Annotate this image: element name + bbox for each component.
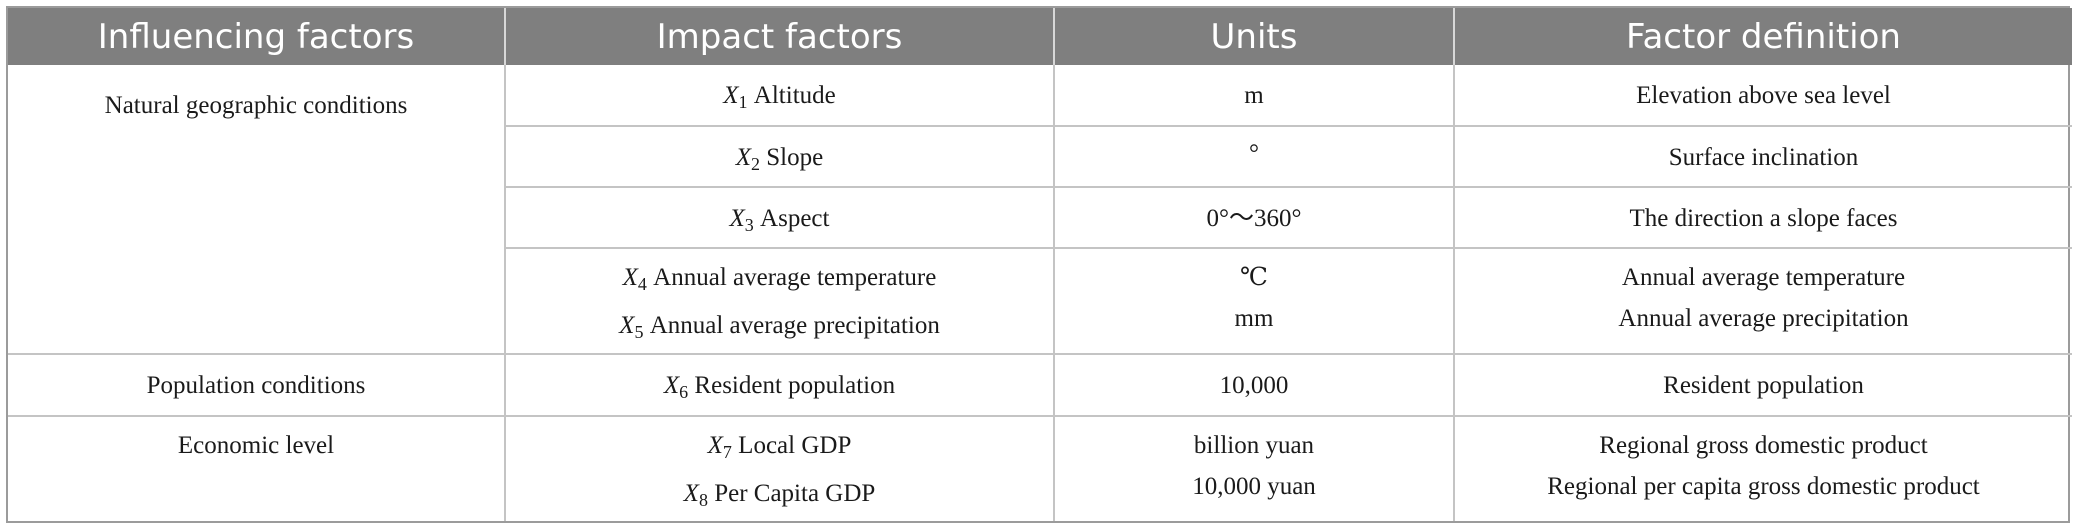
unit-x2: ° — [1249, 140, 1259, 167]
table-row: X2 Slope ° Surface inclination — [8, 125, 2072, 187]
group-economic: Economic level — [8, 415, 505, 521]
impact-factor-x1: X1 Altitude — [506, 65, 1053, 123]
factor-name: Aspect — [760, 205, 830, 232]
variable-symbol: X — [735, 144, 752, 171]
header-influencing-factors: Influencing factors — [8, 8, 505, 65]
group-label: Natural geographic conditions — [104, 92, 408, 119]
table-row: Economic level X7 Local GDP X8 Per Capit… — [8, 415, 2072, 521]
table-row: Natural geographic conditions X1 Altitud… — [8, 65, 2072, 126]
impact-factor-cell: X7 Local GDP X8 Per Capita GDP — [504, 415, 1054, 521]
variable-subscript: 6 — [679, 382, 689, 402]
definition-x3: The direction a slope faces — [1629, 205, 1898, 232]
factor-name: Per Capita GDP — [714, 480, 876, 507]
factors-table-grid: Influencing factors Impact factors Units… — [8, 8, 2072, 521]
variable-symbol: X — [619, 312, 635, 339]
definition-x7: Regional gross domestic product — [1599, 432, 1928, 459]
group-population: Population conditions — [8, 353, 505, 416]
variable-subscript: 7 — [722, 442, 732, 462]
impact-factor-cell: X6 Resident population — [504, 353, 1054, 416]
variable-subscript: 4 — [637, 274, 647, 294]
variable-symbol: X — [663, 372, 680, 399]
impact-factor-x6: X6 Resident population — [506, 355, 1053, 413]
header-factor-definition: Factor definition — [1453, 8, 2072, 65]
impact-factor-x2: X2 Slope — [506, 127, 1053, 185]
unit-x3: 0°～360° — [1206, 205, 1302, 232]
definition-cell: Elevation above sea level — [1453, 65, 2072, 126]
impact-factor-x4: X4 Annual average temperature — [506, 257, 1053, 305]
variable-subscript: 2 — [751, 154, 761, 174]
table-row: Population conditions X6 Resident popula… — [8, 353, 2072, 416]
unit-x6: 10,000 — [1219, 372, 1289, 399]
group-natural: Natural geographic conditions — [8, 65, 505, 354]
factor-name: Resident population — [694, 372, 896, 399]
factor-name: Local GDP — [738, 432, 852, 459]
table-row: X4 Annual average temperature X5 Annual … — [8, 247, 2072, 354]
variable-symbol: X — [729, 205, 745, 232]
unit-x7: billion yuan — [1193, 432, 1315, 459]
table-row: X3 Aspect 0°～360° The direction a slope … — [8, 186, 2072, 248]
group-label: Population conditions — [146, 372, 366, 399]
variable-symbol: X — [683, 480, 699, 507]
unit-x4: ℃ — [1240, 264, 1268, 291]
variable-symbol: X — [723, 82, 739, 109]
factor-name: Slope — [766, 144, 824, 171]
definition-cell: The direction a slope faces — [1453, 186, 2072, 248]
factor-name: Annual average temperature — [653, 264, 937, 291]
unit-x1: m — [1244, 82, 1264, 109]
unit-cell: billion yuan 10,000 yuan — [1053, 415, 1454, 521]
variable-subscript: 3 — [744, 215, 754, 235]
header-row: Influencing factors Impact factors Units… — [8, 8, 2072, 65]
unit-cell: ° — [1053, 125, 1454, 187]
definition-x6: Resident population — [1663, 372, 1864, 399]
unit-cell: ℃ mm — [1053, 247, 1454, 354]
definition-x1: Elevation above sea level — [1636, 82, 1891, 109]
variable-symbol: X — [622, 264, 638, 291]
unit-cell: m — [1053, 65, 1454, 126]
definition-x4: Annual average temperature — [1621, 264, 1906, 291]
factor-name: Annual average precipitation — [649, 312, 940, 339]
definition-x2: Surface inclination — [1668, 144, 1859, 171]
variable-subscript: 8 — [698, 490, 708, 510]
impact-factor-cell: X4 Annual average temperature X5 Annual … — [504, 247, 1054, 354]
header-impact-factors: Impact factors — [504, 8, 1054, 65]
definition-cell: Resident population — [1453, 353, 2072, 416]
definition-cell: Annual average temperature Annual averag… — [1453, 247, 2072, 354]
header-units: Units — [1053, 8, 1454, 65]
group-label: Economic level — [177, 432, 335, 459]
variable-symbol: X — [707, 432, 723, 459]
impact-factor-x5: X5 Annual average precipitation — [506, 305, 1053, 353]
unit-cell: 0°～360° — [1053, 186, 1454, 248]
impact-factor-cell: X3 Aspect — [504, 186, 1054, 248]
unit-x8: 10,000 yuan — [1192, 473, 1316, 500]
impact-factor-cell: X1 Altitude — [504, 65, 1054, 126]
factors-table: Influencing factors Impact factors Units… — [6, 6, 2072, 523]
definition-x5: Annual average precipitation — [1618, 305, 1909, 332]
definition-cell: Regional gross domestic product Regional… — [1453, 415, 2072, 521]
variable-subscript: 1 — [738, 92, 748, 112]
impact-factor-x8: X8 Per Capita GDP — [506, 473, 1053, 521]
impact-factor-x3: X3 Aspect — [506, 188, 1053, 246]
unit-x5: mm — [1234, 305, 1274, 332]
definition-cell: Surface inclination — [1453, 125, 2072, 187]
definition-x8: Regional per capita gross domestic produ… — [1547, 473, 1980, 500]
impact-factor-cell: X2 Slope — [504, 125, 1054, 187]
unit-cell: 10,000 — [1053, 353, 1454, 416]
variable-subscript: 5 — [634, 322, 644, 342]
impact-factor-x7: X7 Local GDP — [506, 425, 1053, 473]
factor-name: Altitude — [753, 82, 836, 109]
